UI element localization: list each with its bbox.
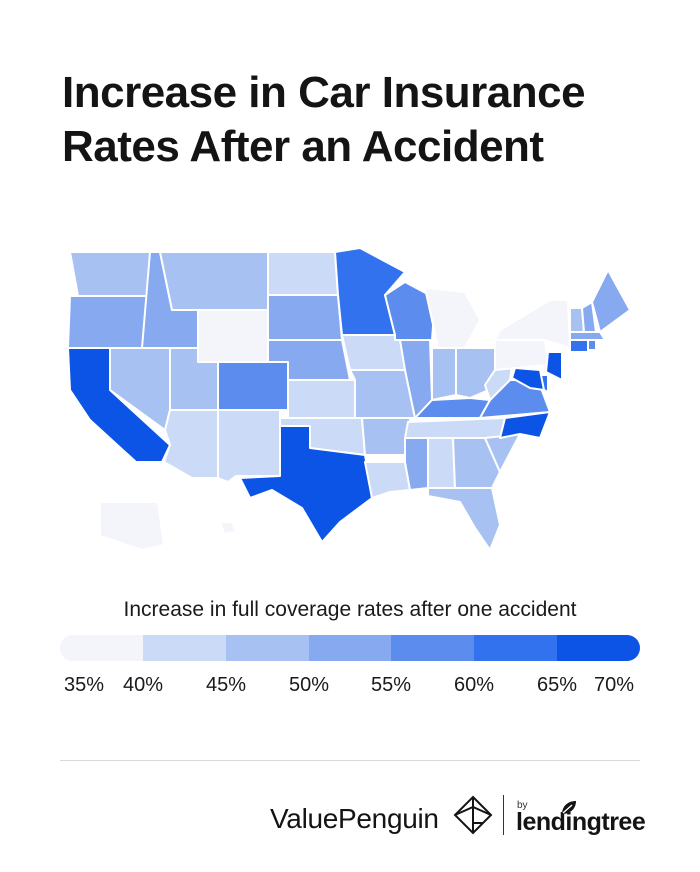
state-NC [499,411,551,439]
state-MT [159,251,269,311]
state-CO [217,361,289,411]
legend-tick-40: 40% [122,674,164,696]
state-MD [511,367,545,391]
valuepenguin-logo-icon [453,795,493,835]
legend-tick-60: 60% [453,674,495,696]
state-IN [431,347,457,401]
state-ND [267,251,339,296]
legend-tick-70: 70% [593,674,635,696]
legend-tick-55: 55% [370,674,412,696]
state-NM [217,409,281,483]
state-GA [452,437,501,489]
state-TN [404,417,506,439]
legend-swatch-2 [142,635,226,661]
leaf-icon [562,801,576,814]
legend-swatch-6 [474,635,558,661]
state-RI [587,339,597,351]
footer-divider [60,760,640,761]
legend-tick-labels: 35% 40% 45% 50% 55% 60% 65% 70% [0,674,700,700]
page-title: Increase in Car Insurance Rates After an… [62,66,662,174]
title-line-2: Rates After an Accident [62,122,544,171]
state-FL [427,487,501,550]
legend-color-scale [60,635,640,661]
state-TX [239,425,373,543]
state-OR [67,295,151,349]
state-MA [569,331,606,341]
state-AZ [163,409,219,479]
state-WI [384,281,436,341]
brand-separator [503,795,504,835]
legend-tick-50: 50% [288,674,330,696]
state-PA [494,339,549,371]
legend-swatch-4 [308,635,392,661]
state-MO [349,369,416,419]
state-LA [364,461,411,499]
state-KS [287,379,356,419]
legend-swatch-5 [391,635,475,661]
legend-title: Increase in full coverage rates after on… [123,598,577,621]
legend-tick-45: 45% [205,674,247,696]
state-CT [569,339,589,353]
legend-swatch-1 [60,635,143,661]
legend-swatch-7 [557,635,640,661]
state-WY [197,309,269,363]
state-WA [69,251,151,297]
legend-tick-65: 65% [536,674,578,696]
us-choropleth-map [67,247,631,550]
valuepenguin-wordmark: ValuePenguin [270,803,439,834]
lendingtree-wordmark: lendingtree [516,808,646,836]
state-ME [591,269,631,333]
brand-by-label: by [517,800,528,811]
legend-tick-35: 35% [63,674,105,696]
state-AR [361,417,411,456]
state-AL [427,437,456,489]
state-MI [424,287,481,349]
state-AK [99,501,165,550]
title-line-1: Increase in Car Insurance [62,68,586,117]
state-HI [219,521,237,535]
legend-swatch-3 [225,635,309,661]
state-MS [404,437,429,491]
state-NY [494,299,571,349]
state-KY [414,397,491,419]
state-SD [267,294,343,341]
state-NJ [545,351,563,381]
